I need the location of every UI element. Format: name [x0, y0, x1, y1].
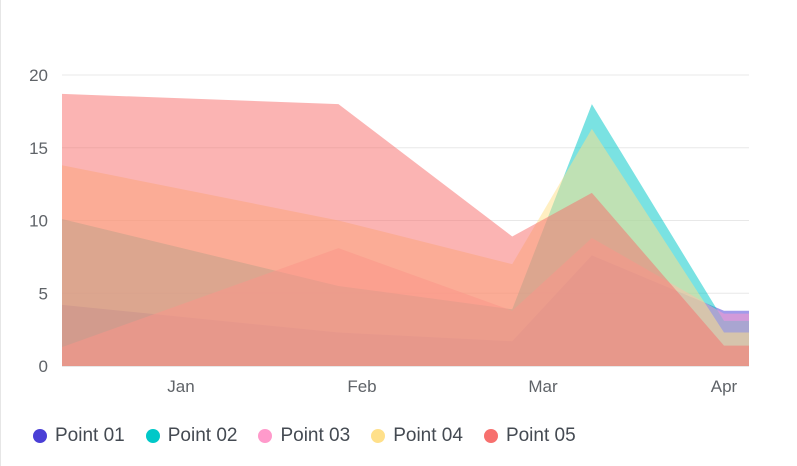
legend-marker-icon [33, 429, 47, 443]
legend-label: Point 04 [393, 425, 463, 446]
series-area-5 [62, 93, 749, 366]
legend-marker-icon [258, 429, 273, 443]
legend-item-point-01[interactable]: Point 01 [33, 425, 125, 447]
y-tick-label: 0 [39, 357, 48, 376]
x-tick-label: Apr [711, 377, 738, 396]
x-tick-label: Mar [528, 377, 558, 396]
y-tick-label: 10 [29, 212, 48, 231]
legend-item-point-03[interactable]: Point 03 [258, 425, 350, 447]
y-tick-label: 20 [29, 66, 48, 85]
y-tick-label: 5 [39, 284, 48, 303]
y-tick-label: 15 [29, 139, 48, 158]
legend-item-point-05[interactable]: Point 05 [483, 425, 576, 447]
legend-label: Point 01 [55, 425, 125, 446]
x-tick-label: Feb [347, 377, 376, 396]
legend-item-point-04[interactable]: Point 04 [371, 425, 463, 447]
legend-label: Point 03 [280, 425, 351, 446]
axis-ticks: 0 5 10 15 20 Jan Feb Mar Apr [29, 66, 737, 396]
legend-marker-icon [145, 429, 160, 443]
x-tick-label: Jan [167, 377, 194, 396]
legend-label: Point 05 [505, 425, 576, 446]
legend-marker-icon [371, 429, 386, 443]
legend-label: Point 02 [167, 425, 238, 446]
series-areas [62, 93, 749, 366]
legend-item-point-02[interactable]: Point 02 [145, 425, 238, 447]
legend-marker-icon [483, 429, 498, 443]
legend: Point 01 Point 02 Point 03 Point 04 Poin… [33, 423, 597, 449]
